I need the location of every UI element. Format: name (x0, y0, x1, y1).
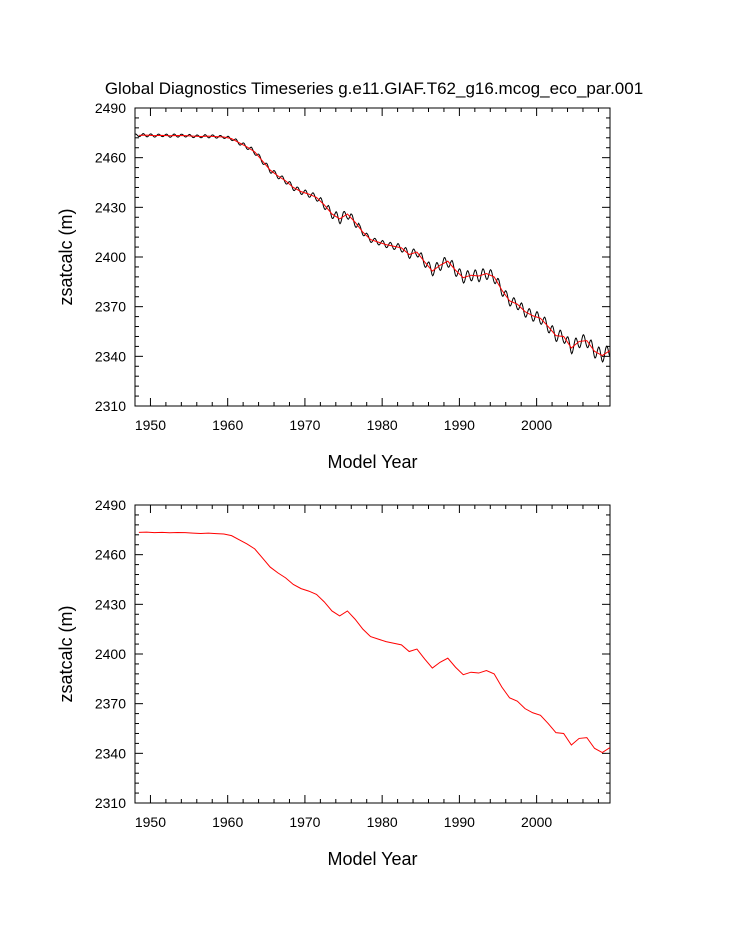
y-axis-label: zsatcalc (m) (56, 208, 76, 305)
y-tick-label: 2340 (95, 745, 126, 761)
plot-frame (134, 504, 611, 804)
chart-panel-bottom: 2310 2340 2370 2400 2430 2460 2490 1950 1960 1970… (56, 497, 611, 869)
y-tick-label: 2370 (95, 696, 126, 712)
x-tick-label: 1980 (367, 814, 398, 830)
figure-title: Global Diagnostics Timeseries g.e11.GIAF… (105, 79, 643, 98)
x-tick-label: 1960 (212, 417, 243, 433)
x-tick-label: 2000 (521, 417, 552, 433)
x-tick-label: 1980 (367, 417, 398, 433)
y-tick-label: 2340 (95, 348, 126, 364)
x-tick-label: 1990 (444, 417, 475, 433)
y-tick-label: 2490 (95, 497, 126, 513)
y-tick-label: 2460 (95, 547, 126, 563)
x-tick-label: 1950 (135, 814, 166, 830)
series-line-monthly (135, 133, 610, 363)
chart-panel-top: 2310 2340 2370 2400 2430 2460 2490 1950 1960 1970… (56, 100, 611, 472)
x-tick-label: 1970 (289, 814, 320, 830)
y-tick-label: 2310 (95, 795, 126, 811)
x-tick-label: 1950 (135, 417, 166, 433)
y-tick-label: 2460 (95, 150, 126, 166)
x-tick-label: 1960 (212, 814, 243, 830)
y-tick-label: 2490 (95, 100, 126, 116)
series-line-annual (138, 134, 610, 357)
x-tick-label: 1970 (289, 417, 320, 433)
x-axis-label: Model Year (327, 452, 417, 472)
y-tick-label: 2430 (95, 596, 126, 612)
y-axis-label: zsatcalc (m) (56, 605, 76, 702)
x-tick-label: 1990 (444, 814, 475, 830)
x-axis-label: Model Year (327, 849, 417, 869)
y-tick-label: 2400 (95, 249, 126, 265)
plot-frame (134, 107, 611, 407)
y-tick-label: 2400 (95, 646, 126, 662)
y-tick-label: 2430 (95, 199, 126, 215)
series-line-annual (138, 531, 610, 754)
x-tick-label: 2000 (521, 814, 552, 830)
y-tick-label: 2370 (95, 299, 126, 315)
y-tick-label: 2310 (95, 398, 126, 414)
